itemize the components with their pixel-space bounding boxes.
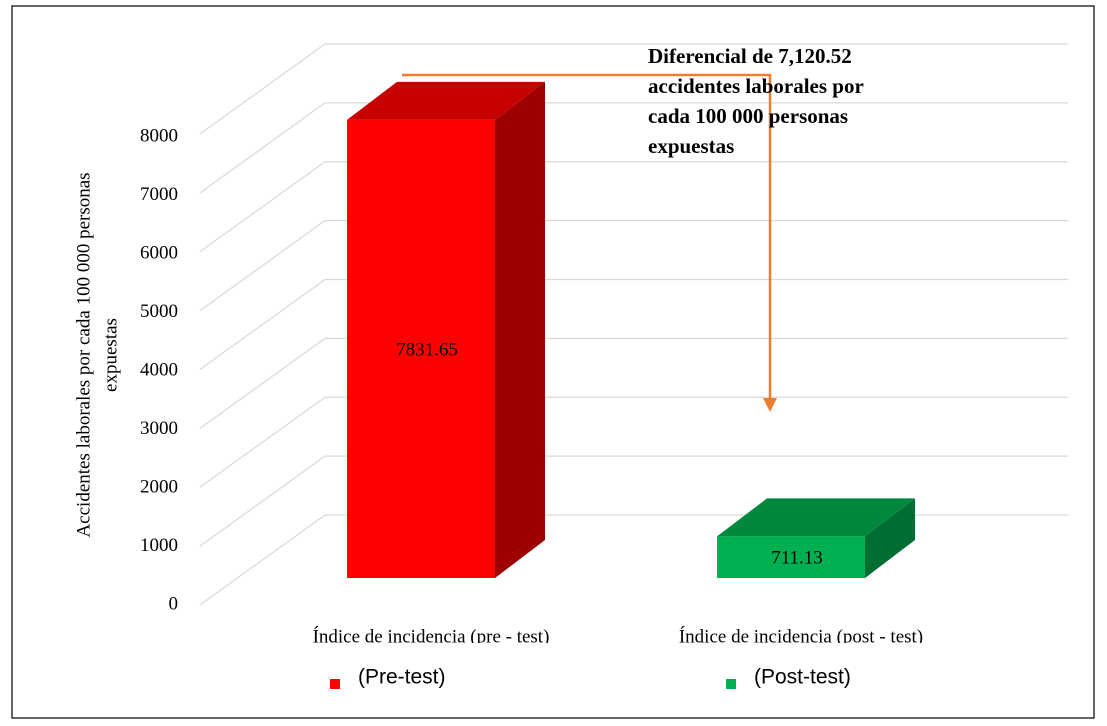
y-tick-label: 6000 xyxy=(140,242,178,263)
grid-line xyxy=(199,455,1068,547)
y-tick-label: 1000 xyxy=(140,535,178,556)
bar-top xyxy=(347,81,545,120)
y-tick-label: 3000 xyxy=(140,418,178,439)
y-tick-label: 8000 xyxy=(140,125,178,146)
bar-top xyxy=(717,498,915,537)
grid-line xyxy=(199,278,1068,370)
grid-line xyxy=(199,220,1068,312)
grid-line xyxy=(199,514,1068,606)
grid-line xyxy=(199,396,1068,488)
bar-side xyxy=(865,498,915,578)
y-tick-label: 0 xyxy=(169,593,179,614)
annotation-arrow xyxy=(402,73,777,412)
legend-label: (Pre-test) xyxy=(358,666,446,689)
y-tick-label: 7000 xyxy=(140,184,178,205)
grid-line xyxy=(199,102,1068,194)
legend-swatch xyxy=(330,679,340,689)
y-tick-label: 5000 xyxy=(140,301,178,322)
legend-swatch xyxy=(726,679,736,689)
legend-label: (Post-test) xyxy=(754,666,851,689)
bar-side xyxy=(495,81,545,578)
annotation: cada 100 000 personas xyxy=(648,104,848,128)
y-axis-label: Accidentes laborales por cada 100 000 pe… xyxy=(73,172,94,537)
y-axis-label: expuestas xyxy=(100,318,121,392)
data-label: 711.13 xyxy=(771,548,823,569)
grid-line xyxy=(199,161,1068,253)
frame xyxy=(11,5,1095,719)
x-tick-label: Índice de incidencia (post - test) xyxy=(679,625,923,647)
y-tick-label: 2000 xyxy=(140,476,178,497)
data-label: 7831.65 xyxy=(396,339,458,360)
x-tick-label: Índice de incidencia (pre - test) xyxy=(313,625,550,647)
annotation: Diferencial de 7,120.52 xyxy=(648,44,852,68)
grid-line xyxy=(199,43,1068,135)
bar xyxy=(347,119,495,578)
grid-line xyxy=(199,337,1068,429)
annotation: expuestas xyxy=(648,134,734,158)
y-tick-label: 4000 xyxy=(140,359,178,380)
bar xyxy=(717,536,865,578)
annotation: accidentes laborales por xyxy=(648,74,864,98)
